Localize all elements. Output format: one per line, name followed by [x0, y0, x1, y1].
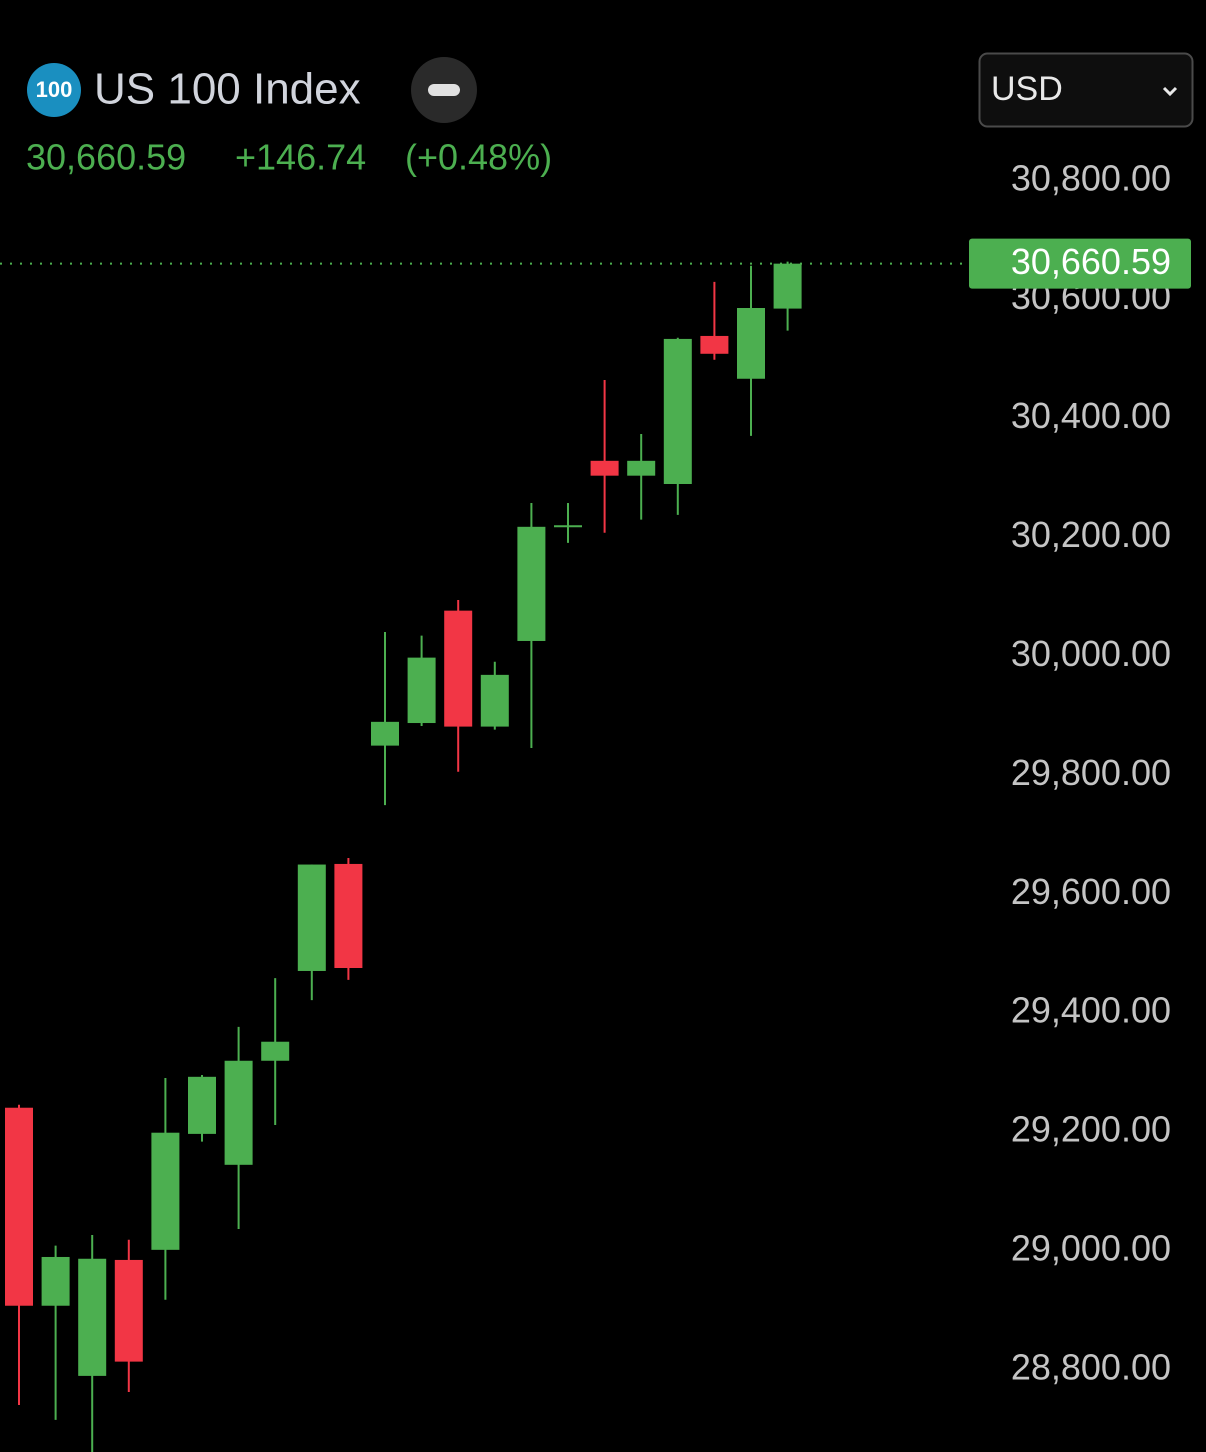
- candle-body: [297, 864, 326, 971]
- candle-body: [151, 1132, 180, 1250]
- y-tick-label: 29,600.00: [1011, 871, 1171, 912]
- candle-body: [480, 674, 509, 727]
- candle-body: [407, 657, 436, 724]
- candle-body: [78, 1258, 107, 1376]
- y-tick-label: 30,200.00: [1011, 514, 1171, 555]
- y-tick-label: 30,000.00: [1011, 633, 1171, 674]
- candle-body: [444, 610, 473, 727]
- candle-body: [663, 338, 692, 484]
- candle-body: [627, 460, 656, 476]
- candle-body: [700, 335, 729, 354]
- y-tick-label: 29,200.00: [1011, 1109, 1171, 1150]
- last-price-box: [969, 238, 1191, 289]
- plot-area: [5, 261, 802, 1452]
- candle-body: [371, 721, 399, 746]
- change: +146.74: [235, 137, 366, 178]
- candle-body: [114, 1259, 143, 1362]
- candle-body: [773, 263, 802, 309]
- candle-body: [590, 460, 619, 476]
- y-axis: 28,800.00 29,000.00 29,200.00 29,400.00 29,6…: [1011, 157, 1171, 1387]
- header: 100 US 100 Index 30,660.59 +146.74 (+0.4…: [26, 57, 552, 178]
- y-tick-label: 29,400.00: [1011, 990, 1171, 1031]
- candle-body: [261, 1041, 290, 1061]
- logo: [27, 63, 81, 117]
- logo-text: 100: [36, 77, 73, 102]
- candle-body: [224, 1060, 253, 1165]
- y-tick-label: 28,800.00: [1011, 1346, 1171, 1387]
- y-tick-label: 29,000.00: [1011, 1228, 1171, 1269]
- candle-body: [41, 1256, 70, 1306]
- last-price-label: 30,660.59: [1011, 241, 1171, 282]
- y-tick-label: 30,800.00: [1011, 157, 1171, 198]
- chevron: [1162, 86, 1178, 97]
- price: 30,660.59: [26, 137, 186, 178]
- currency-dropdown[interactable]: USD: [978, 52, 1194, 128]
- candle-body: [5, 1107, 33, 1306]
- dropdown-box[interactable]: [978, 52, 1194, 128]
- candle-body: [737, 308, 765, 379]
- title: US 100 Index: [94, 65, 361, 114]
- candle-body: [188, 1076, 216, 1134]
- y-tick-label: 29,800.00: [1011, 752, 1171, 793]
- minus-icon: [428, 84, 460, 96]
- change-percent: (+0.48%): [405, 137, 552, 178]
- last-price: 30,660.59: [0, 238, 1191, 289]
- y-tick-label: 30,400.00: [1011, 395, 1171, 436]
- candle-body: [517, 526, 546, 641]
- currency: USD: [991, 70, 1063, 108]
- candle-body: [334, 863, 363, 968]
